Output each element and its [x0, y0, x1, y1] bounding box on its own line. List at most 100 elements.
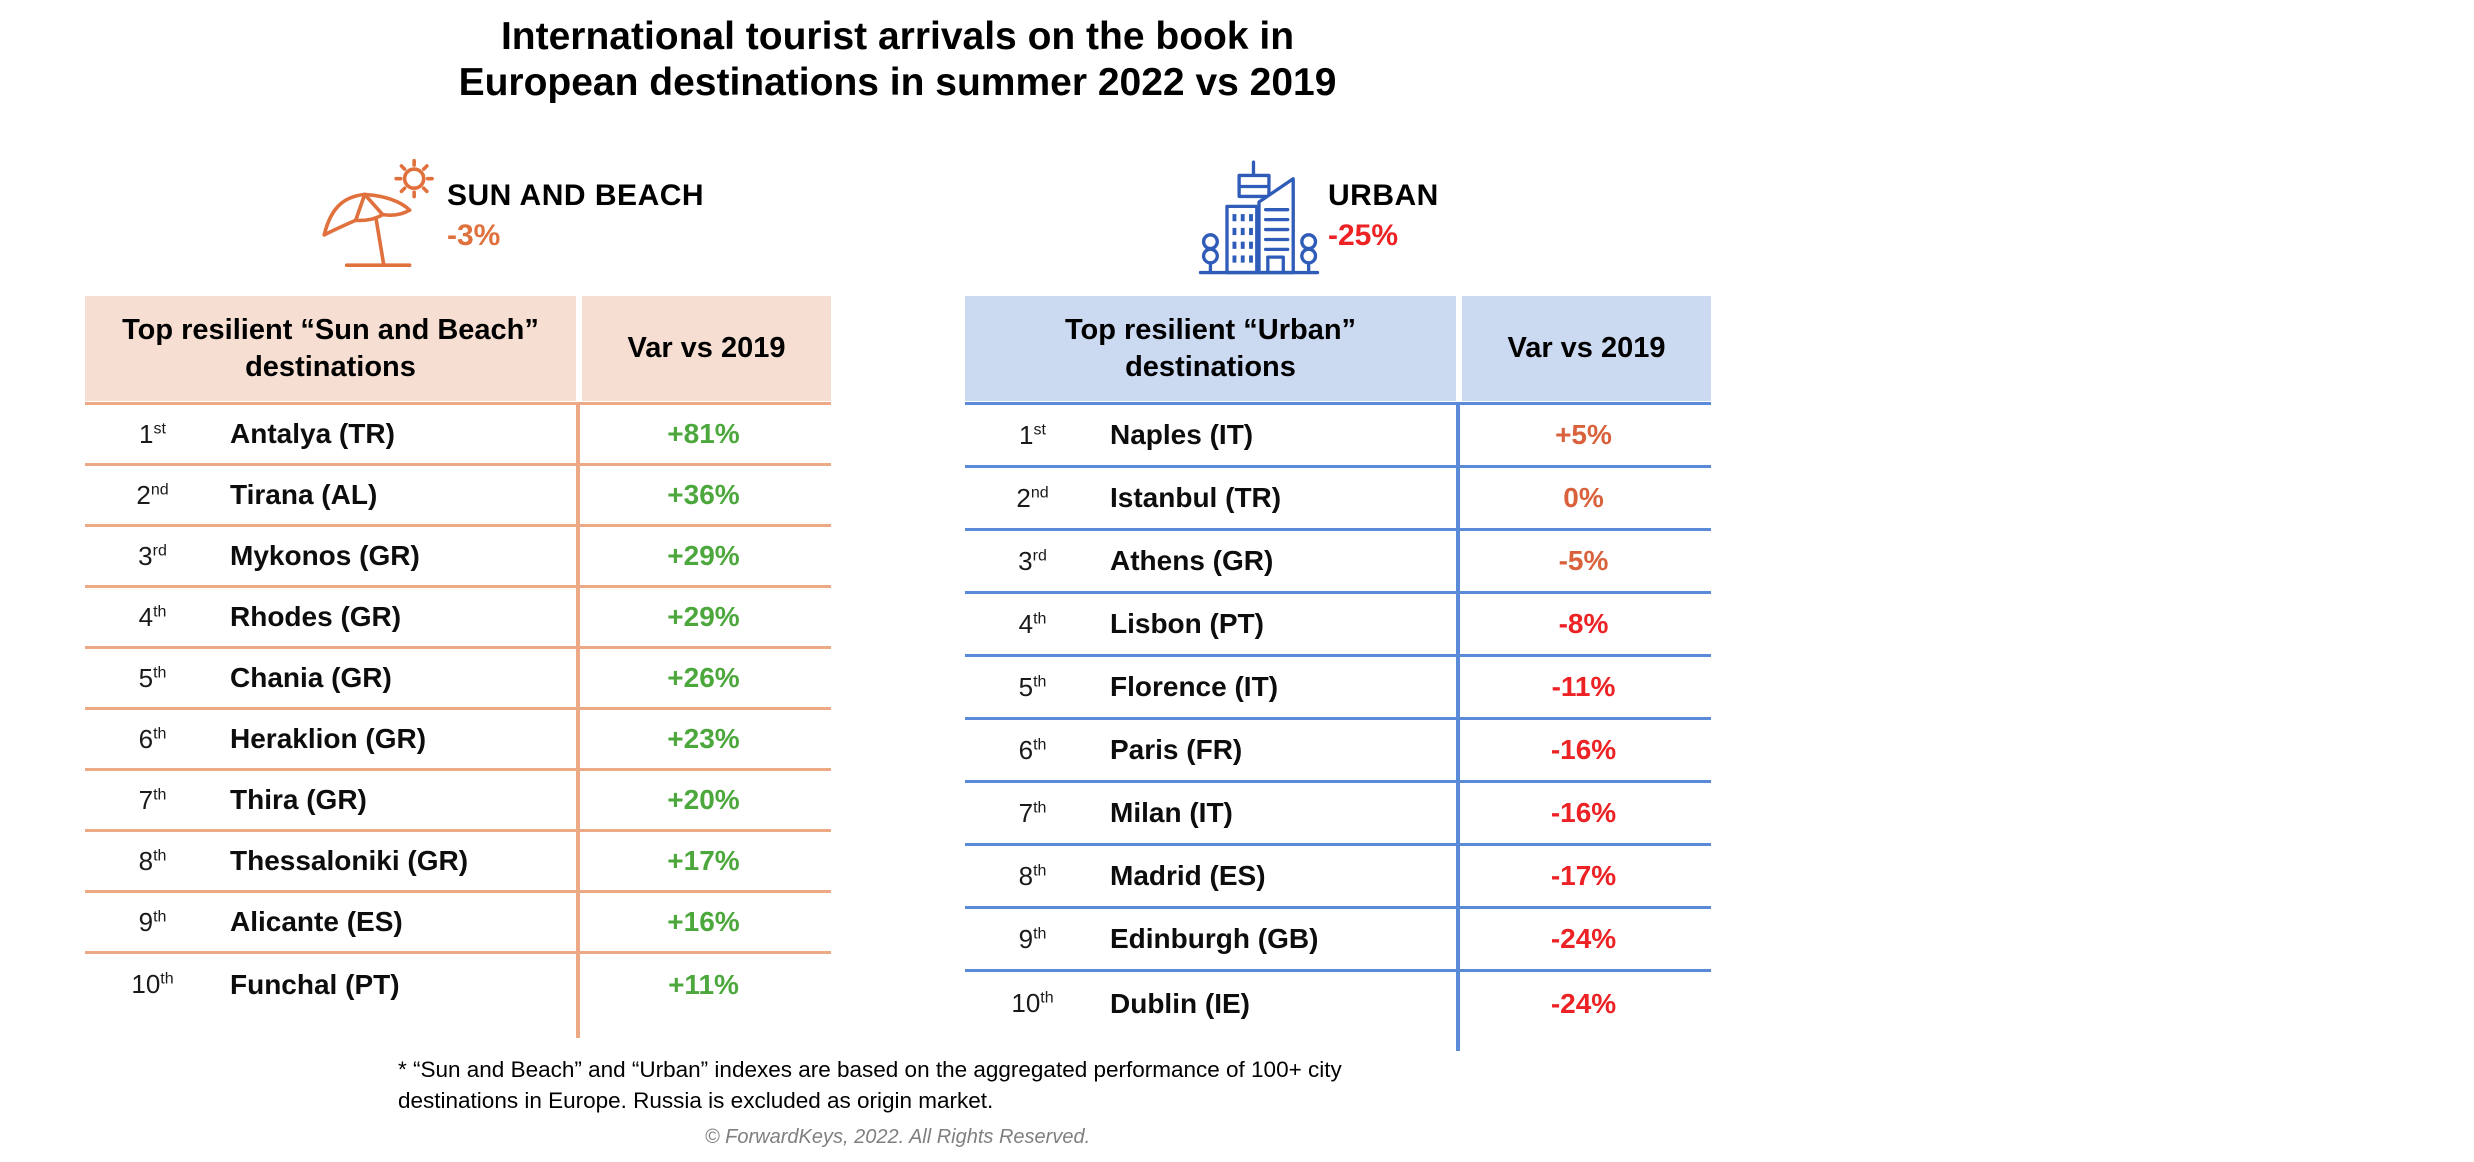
page-title: International tourist arrivals on the bo… — [85, 14, 1710, 106]
table-row: 10th Dublin (IE) -24% — [965, 972, 1711, 1035]
var-value: -11% — [1551, 671, 1616, 702]
category-variation-sun: -3% — [447, 219, 501, 252]
var-value: +5% — [1555, 419, 1612, 450]
rank-label: 3rd — [138, 540, 167, 571]
var-value: +23% — [667, 723, 740, 754]
city-label: Mykonos (GR) — [230, 540, 420, 571]
rank-label: 2nd — [1016, 482, 1049, 513]
beach-umbrella-sun-icon — [322, 158, 434, 267]
var-value: +26% — [667, 662, 740, 693]
table-row: 6th Paris (FR) -16% — [965, 720, 1711, 783]
rank-label: 2nd — [136, 479, 169, 510]
table-row: 1st Naples (IT) +5% — [965, 405, 1711, 468]
var-value: +81% — [667, 418, 740, 449]
city-label: Alicante (ES) — [230, 906, 403, 937]
table-row: 7th Milan (IT) -16% — [965, 783, 1711, 846]
rank-label: 9th — [138, 906, 167, 937]
city-label: Thessaloniki (GR) — [230, 845, 469, 876]
table-row: 4th Lisbon (PT) -8% — [965, 594, 1711, 657]
table-row: 2nd Tirana (AL) +36% — [85, 466, 831, 527]
sun-icon — [394, 158, 434, 199]
beach-umbrella-icon — [322, 192, 412, 267]
table-row: 7th Thira (GR) +20% — [85, 771, 831, 832]
rank-label: 5th — [138, 662, 167, 693]
city-label: Tirana (AL) — [230, 479, 378, 510]
column-header-var: Var vs 2019 — [582, 296, 831, 401]
city-label: Chania (GR) — [230, 662, 392, 693]
urban-table-body: 1st Naples (IT) +5% 2nd Istanbul (TR) 0%… — [965, 402, 1711, 1051]
city-label: Paris (FR) — [1110, 734, 1243, 765]
city-label: Funchal (PT) — [230, 968, 400, 1000]
rank-label: 5th — [1018, 671, 1047, 702]
city-label: Rhodes (GR) — [230, 601, 402, 632]
urban-table: Top resilient “Urban” destinations Var v… — [965, 296, 1711, 1051]
urban-table-header: Top resilient “Urban” destinations Var v… — [965, 296, 1711, 401]
sun-beach-table-body: 1st Antalya (TR) +81% 2nd Tirana (AL) +3… — [85, 402, 831, 1038]
left-building-icon — [1225, 160, 1271, 275]
rank-label: 4th — [1018, 608, 1047, 639]
var-value: -5% — [1558, 545, 1609, 576]
table-row: 3rd Athens (GR) -5% — [965, 531, 1711, 594]
city-label: Naples (IT) — [1110, 419, 1254, 450]
city-label: Heraklion (GR) — [230, 723, 427, 754]
rank-label: 8th — [138, 845, 167, 876]
table-row: 8th Madrid (ES) -17% — [965, 846, 1711, 909]
rank-label: 10th — [131, 969, 174, 999]
table-row: 9th Alicante (ES) +16% — [85, 893, 831, 954]
city-label: Dublin (IE) — [1110, 987, 1250, 1019]
right-building-icon — [1257, 177, 1295, 275]
var-value: +20% — [667, 784, 740, 815]
city-label: Lisbon (PT) — [1110, 608, 1264, 639]
city-label: Madrid (ES) — [1110, 860, 1266, 891]
sun-and-beach-category: SUN AND BEACH -3% — [447, 176, 704, 256]
var-value: -16% — [1550, 734, 1617, 765]
var-value: +11% — [668, 968, 739, 1000]
var-value: +29% — [667, 601, 740, 632]
urban-category: URBAN -25% — [1328, 176, 1439, 256]
rank-label: 1st — [1019, 419, 1046, 450]
column-header-destinations: Top resilient “Urban” destinations — [965, 296, 1456, 401]
var-value: +36% — [667, 479, 740, 510]
rank-label: 7th — [138, 784, 167, 815]
var-value: -16% — [1550, 797, 1617, 828]
column-header-destinations: Top resilient “Sun and Beach” destinatio… — [85, 296, 576, 401]
city-label: Edinburgh (GB) — [1110, 923, 1319, 954]
sun-beach-table: Top resilient “Sun and Beach” destinatio… — [85, 296, 831, 1038]
rank-label: 7th — [1018, 797, 1047, 828]
table-row: 10th Funchal (PT) +11% — [85, 954, 831, 1015]
rank-label: 1st — [139, 418, 166, 449]
table-row: 5th Florence (IT) -11% — [965, 657, 1711, 720]
city-label: Istanbul (TR) — [1110, 482, 1282, 513]
page-title-line1: International tourist arrivals on the bo… — [500, 15, 1295, 58]
rank-label: 6th — [138, 723, 167, 754]
sun-beach-table-header: Top resilient “Sun and Beach” destinatio… — [85, 296, 831, 401]
rank-label: 9th — [1018, 923, 1047, 954]
category-label-urban: URBAN — [1328, 179, 1439, 212]
city-buildings-icon — [1198, 160, 1320, 275]
page-title-line2: European destinations in summer 2022 vs … — [458, 61, 1337, 104]
var-value: 0% — [1563, 482, 1604, 513]
rank-label: 4th — [138, 601, 167, 632]
city-label: Antalya (TR) — [230, 418, 395, 449]
column-header-var: Var vs 2019 — [1462, 296, 1711, 401]
rank-label: 3rd — [1018, 545, 1047, 576]
table-row: 9th Edinburgh (GB) -24% — [965, 909, 1711, 972]
city-label: Florence (IT) — [1110, 671, 1279, 702]
table-row: 8th Thessaloniki (GR) +17% — [85, 832, 831, 893]
footnote: * “Sun and Beach” and “Urban” indexes ar… — [398, 1057, 1342, 1113]
category-variation-urban: -25% — [1328, 219, 1399, 252]
table-row: 6th Heraklion (GR) +23% — [85, 710, 831, 771]
rank-label: 8th — [1018, 860, 1047, 891]
city-label: Thira (GR) — [230, 784, 367, 815]
table-row: 5th Chania (GR) +26% — [85, 649, 831, 710]
city-label: Milan (IT) — [1110, 797, 1233, 828]
var-value: +29% — [667, 540, 740, 571]
tree-icon — [1201, 233, 1318, 275]
table-row: 3rd Mykonos (GR) +29% — [85, 527, 831, 588]
city-label: Athens (GR) — [1110, 545, 1274, 576]
category-label-sun: SUN AND BEACH — [447, 179, 705, 212]
table-row: 1st Antalya (TR) +81% — [85, 405, 831, 466]
copyright: © ForwardKeys, 2022. All Rights Reserved… — [704, 1126, 1091, 1148]
var-value: +17% — [667, 845, 740, 876]
var-value: -24% — [1550, 987, 1617, 1019]
